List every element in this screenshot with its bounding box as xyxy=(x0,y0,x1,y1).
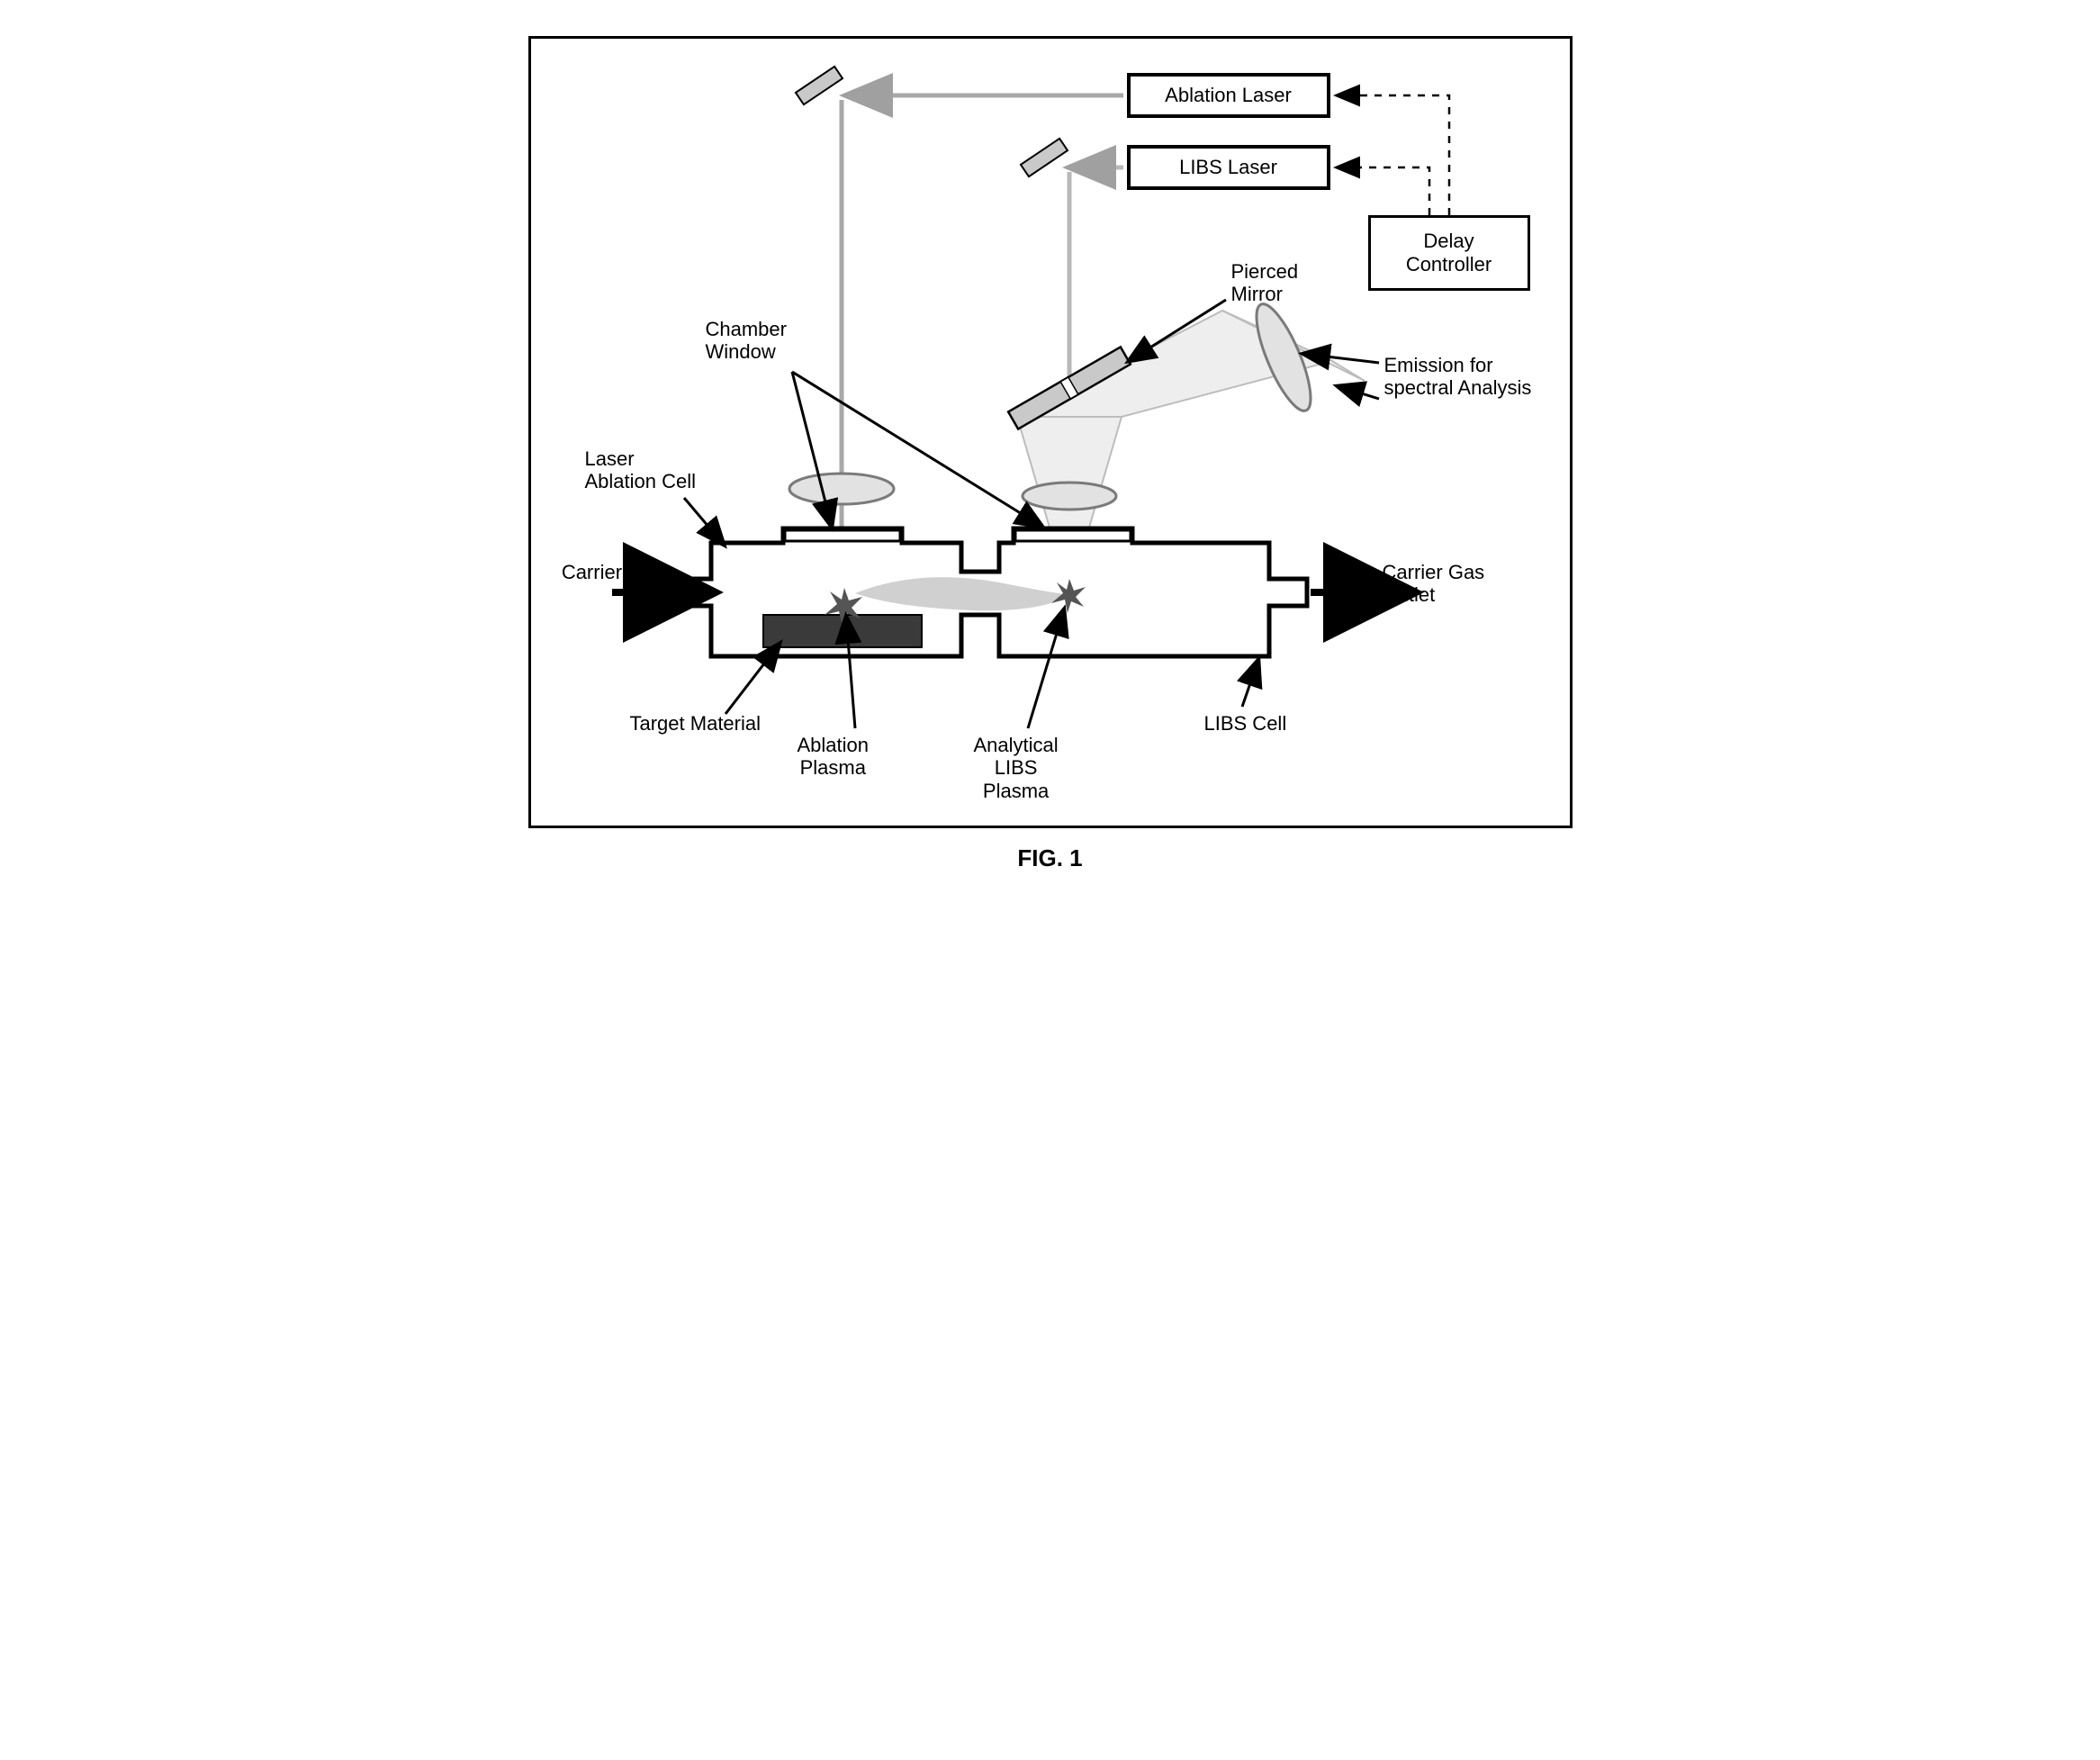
analytical-libs-plasma-label: Analytical LIBS Plasma xyxy=(974,734,1059,802)
chamber-window-pointer-1 xyxy=(792,372,832,527)
ablation-lens xyxy=(789,474,894,504)
delay-to-ablation-line xyxy=(1338,95,1449,215)
carrier-gas-inlet-label: Carrier Gas Inlet xyxy=(556,561,664,607)
target-material-label: Target Material xyxy=(630,712,762,735)
mirror-libs xyxy=(1020,139,1067,176)
chamber-window-right xyxy=(1015,530,1131,541)
diagram-frame: Ablation Laser LIBS Laser Delay Controll… xyxy=(528,36,1573,828)
chamber-window-left xyxy=(785,530,900,541)
chamber-window-label: Chamber Window xyxy=(706,318,787,364)
ablation-cell-pointer xyxy=(684,498,724,545)
libs-cell-pointer xyxy=(1242,660,1258,707)
mirror-ablation xyxy=(795,67,842,104)
laser-ablation-cell-label: Laser Ablation Cell xyxy=(585,447,697,493)
pierced-mirror-label: Pierced Mirror xyxy=(1231,260,1299,306)
figure-caption: FIG. 1 xyxy=(528,844,1573,872)
carrier-gas-outlet-label: Carrier Gas Outlet xyxy=(1383,561,1485,607)
emission-label: Emission for spectral Analysis xyxy=(1384,354,1532,400)
libs-lens xyxy=(1023,483,1116,510)
libs-cell-label: LIBS Cell xyxy=(1204,712,1287,735)
emission-pointer-2 xyxy=(1338,386,1379,399)
delay-to-libs-line xyxy=(1338,167,1429,215)
ablation-plasma-label: Ablation Plasma xyxy=(798,734,870,780)
